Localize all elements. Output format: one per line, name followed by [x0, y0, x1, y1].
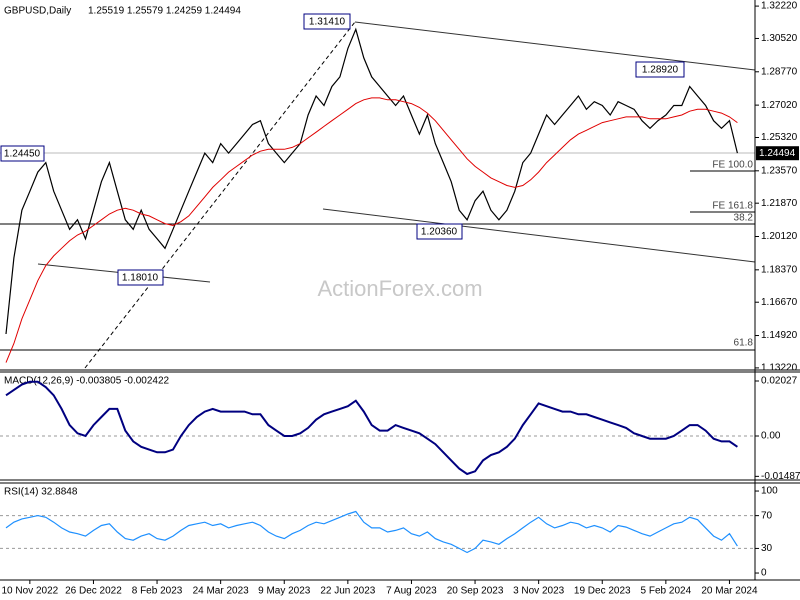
x-tick-label: 19 Dec 2023: [574, 586, 631, 597]
price-marker-label: 1.24494: [759, 148, 796, 159]
series-line: [5, 380, 738, 476]
annotation-lines: [0, 21, 756, 369]
y-tick-label: 1.27020: [761, 100, 798, 111]
annotation-box: [416, 223, 463, 240]
series-line: [5, 510, 738, 554]
y-tick-label: 30: [761, 543, 773, 554]
y-tick-label: 0.00: [761, 431, 781, 442]
y-tick-label: 0: [761, 568, 767, 579]
x-tick-label: 3 Nov 2023: [513, 586, 565, 597]
y-tick-label: 1.32220: [761, 1, 798, 12]
y-tick-label: 1.20120: [761, 231, 798, 242]
price-marker: [756, 146, 799, 161]
rsi-title: RSI(14) 32.8848: [4, 487, 78, 498]
y-tick-label: 1.18370: [761, 264, 798, 275]
y-tick-label: 1.28770: [761, 66, 798, 77]
y-tick-label: 100: [761, 486, 778, 497]
y-tick-label: 1.13220: [761, 363, 798, 374]
y-tick-label: -0.014877: [761, 471, 800, 482]
annotation: 1.24450: [4, 149, 41, 160]
x-tick-label: 22 Jun 2023: [320, 586, 375, 597]
annotation-box: [0, 145, 45, 162]
annotation: 1.18010: [122, 273, 159, 284]
annotation: 38.2: [734, 213, 754, 224]
x-tick-label: 8 Feb 2023: [132, 586, 183, 597]
series-line: [5, 27, 738, 335]
annotation: 1.28920: [642, 65, 679, 76]
y-tick-label: 1.30520: [761, 33, 798, 44]
series-line: [5, 97, 738, 363]
annotation: 61.8: [734, 338, 754, 349]
y-tick-label: 0.02027: [761, 376, 798, 387]
macd-title: MACD(12,26,9) -0.003805 -0.002422: [4, 376, 170, 387]
watermark: ActionForex.com: [317, 276, 482, 301]
annotation: FE 161.8: [712, 201, 753, 212]
annotation: 1.20360: [421, 227, 458, 238]
x-tick-label: 7 Aug 2023: [386, 586, 437, 597]
x-tick-label: 20 Sep 2023: [447, 586, 504, 597]
y-tick-label: 70: [761, 510, 773, 521]
x-tick-label: 9 May 2023: [258, 586, 311, 597]
y-tick-label: 1.25320: [761, 132, 798, 143]
x-tick-label: 5 Feb 2024: [641, 586, 692, 597]
panel-borders: [0, 0, 800, 581]
chart-title: GBPUSD,Daily: [4, 6, 71, 17]
x-tick-label: 26 Dec 2022: [65, 586, 122, 597]
x-tick-label: 20 Mar 2024: [701, 586, 758, 597]
annotation: FE 100.0: [712, 160, 753, 171]
y-tick-label: 1.14920: [761, 330, 798, 341]
y-tick-label: 1.23570: [761, 165, 798, 176]
x-tick-label: 24 Mar 2023: [193, 586, 250, 597]
y-tick-label: 1.21870: [761, 198, 798, 209]
annotation-box: [117, 269, 164, 286]
annotation: 1.31410: [309, 17, 346, 28]
x-tick-label: 10 Nov 2022: [1, 586, 58, 597]
y-tick-label: 1.16670: [761, 297, 798, 308]
annotation-box: [635, 61, 685, 78]
chart-subtitle: 1.25519 1.25579 1.24259 1.24494: [88, 6, 241, 17]
annotation-box: [303, 13, 351, 30]
